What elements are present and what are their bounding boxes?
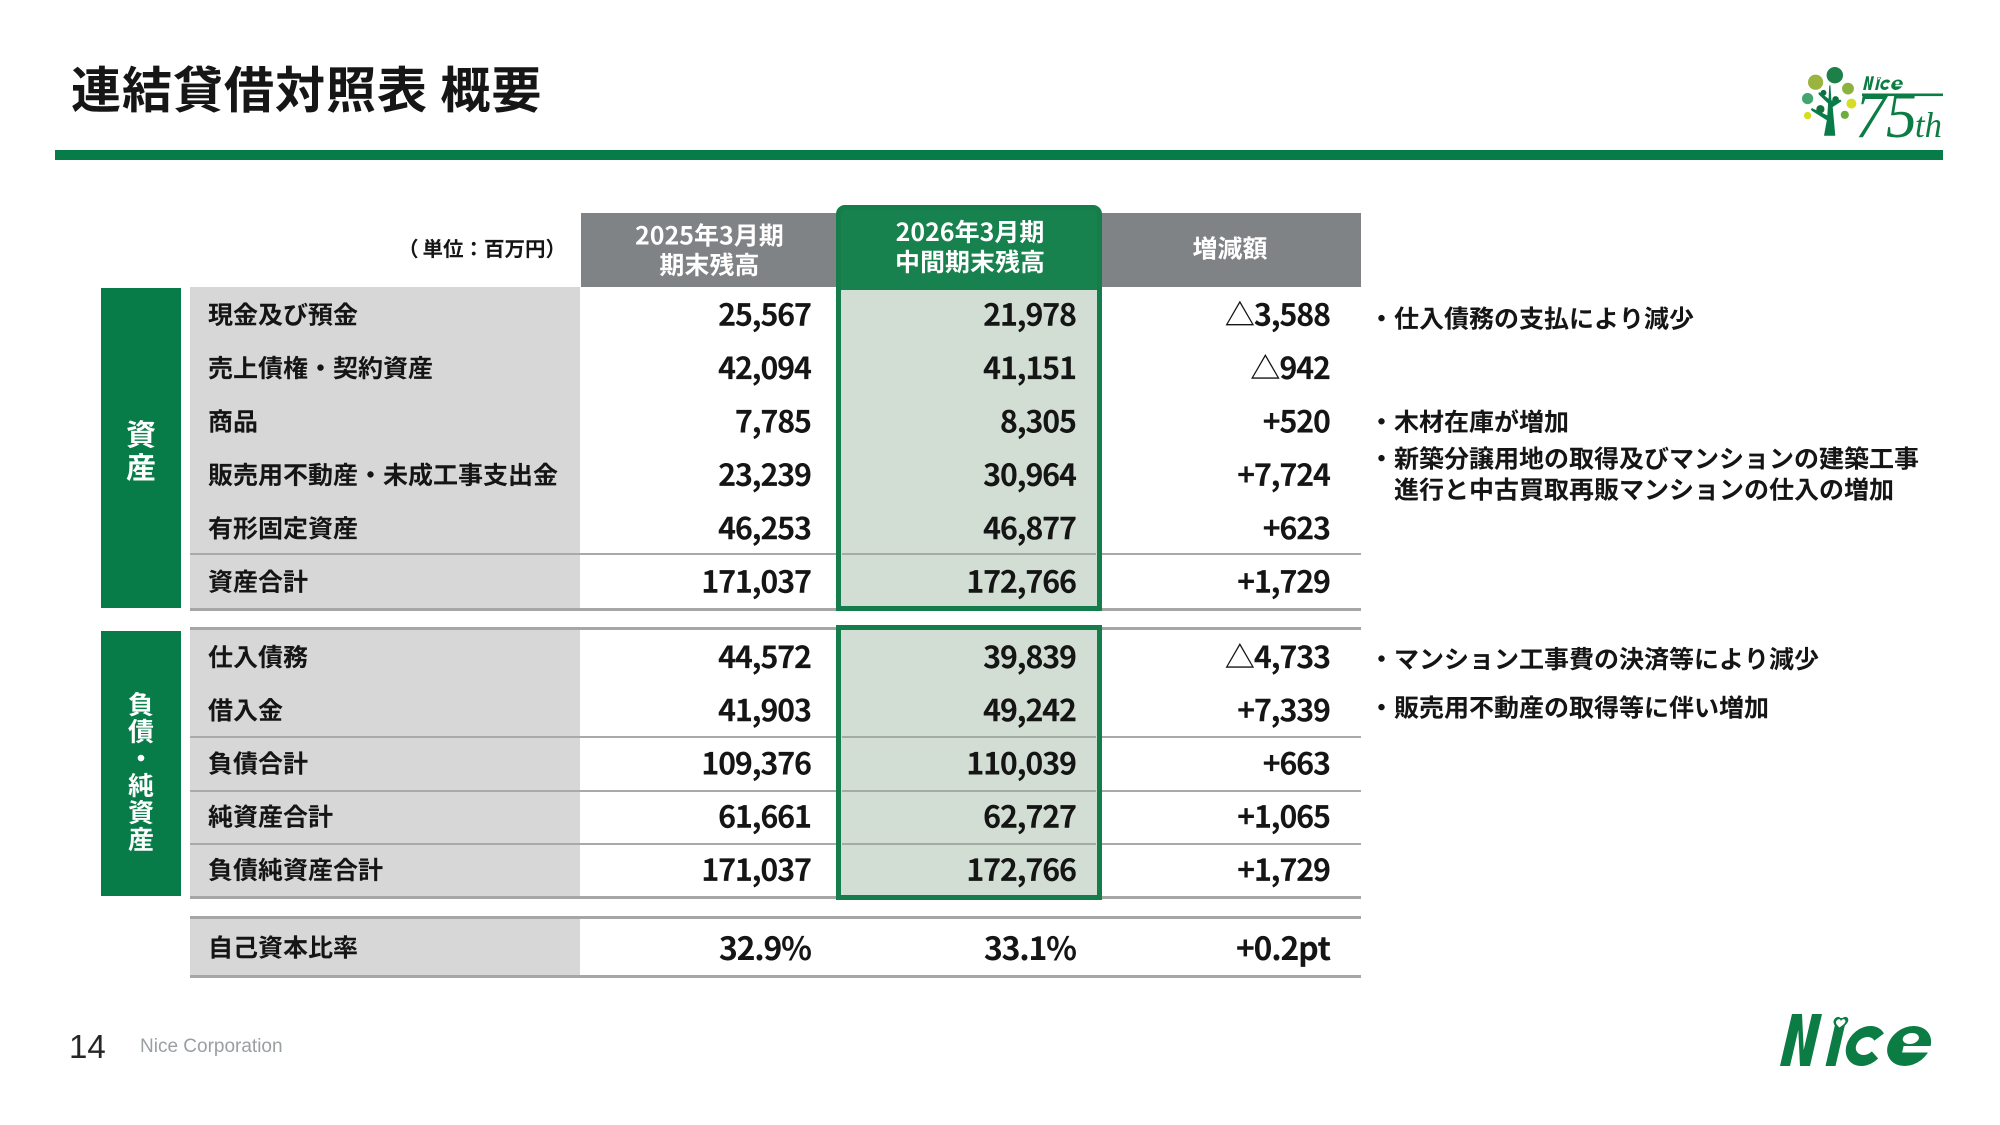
svg-text:th: th [1915, 105, 1942, 145]
svg-text:75: 75 [1855, 79, 1917, 152]
